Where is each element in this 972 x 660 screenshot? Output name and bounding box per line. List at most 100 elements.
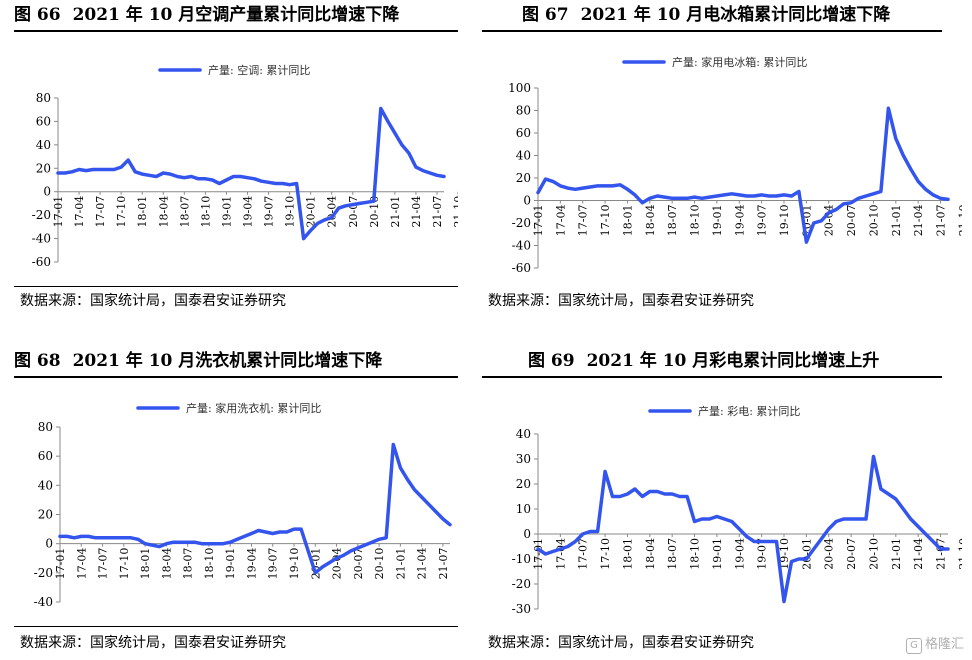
y-tick-label: 80 <box>36 91 51 105</box>
x-tick-label: 19-04 <box>733 538 746 570</box>
series-line <box>536 106 950 244</box>
x-tick-label: 19-04 <box>241 196 254 228</box>
x-tick-label: 21-01 <box>890 538 903 570</box>
series-line <box>536 454 950 604</box>
x-tick-label: 17-01 <box>52 196 65 228</box>
x-tick-label: 17-04 <box>75 548 88 580</box>
y-tick-label: 20 <box>36 161 51 175</box>
x-tick-label: 17-10 <box>115 196 128 228</box>
chart-title: 图 69 2021 年 10 月彩电累计同比增速上升 <box>482 346 942 378</box>
chart-title: 图 67 2021 年 10 月电冰箱累计同比增速下降 <box>482 0 942 32</box>
x-tick-label: 20-04 <box>823 538 836 570</box>
chart-panel-69: 图 69 2021 年 10 月彩电累计同比增速上升 -30 -20 -10 0 10 20… <box>482 346 962 660</box>
x-tick-label: 19-10 <box>778 205 791 237</box>
x-tick-label: 19-01 <box>711 538 724 570</box>
y-tick-label: 0 <box>45 537 53 551</box>
source-note: 数据来源：国家统计局，国泰君安证券研究 <box>20 293 286 309</box>
plot-area: -60 -40 -20 0 20 40 60 80 100 17-01 17-04 17-07 17-1… <box>482 36 962 286</box>
plot-area: -30 -20 -10 0 10 20 30 40 17-01 17-04 17-07 17-10 18… <box>482 382 962 626</box>
x-tick-label: 21-10 <box>957 204 962 236</box>
x-tick-label: 21-04 <box>912 538 925 570</box>
x-tick-label: 19-10 <box>778 538 791 570</box>
x-tick-label: 20-10 <box>867 205 880 237</box>
legend-label: 产量: 彩电: 累计同比 <box>698 404 800 418</box>
figure-title: 2021 年 10 月空调产量累计同比增速下降 <box>72 5 400 25</box>
x-tick-label: 18-07 <box>666 538 679 570</box>
source-note: 数据来源：国家统计局，国泰君安证券研究 <box>488 293 754 309</box>
x-tick-label: 18-01 <box>621 538 634 570</box>
x-tick-label: 18-07 <box>182 548 195 580</box>
y-tick-label: 30 <box>516 452 531 466</box>
x-tick-label: 21-04 <box>416 548 429 580</box>
chart-svg: -60 -40 -20 0 20 40 60 80 100 17-01 17-04 17-07 17-1… <box>508 55 962 275</box>
source-note: 数据来源：国家统计局，国泰君安证券研究 <box>20 635 286 651</box>
y-tick-label: 80 <box>38 420 53 434</box>
plot-area: -60 -40 -20 0 20 40 60 80 17-01 17-04 17-07 17-10 18… <box>14 36 458 287</box>
y-tick-label: -20 <box>512 216 531 230</box>
y-tick-label: 60 <box>38 449 53 463</box>
chart-panel-68: 图 68 2021 年 10 月洗衣机累计同比增速下降 -40 -20 0 20 40 60… <box>14 346 458 660</box>
x-tick-label: 19-07 <box>263 196 276 228</box>
y-tick-label: -40 <box>34 595 53 609</box>
x-tick-label: 19-01 <box>220 196 233 228</box>
x-tick-label: 18-10 <box>689 205 702 237</box>
y-tick-label: -60 <box>32 255 51 269</box>
x-tick-label: 21-07 <box>437 548 450 580</box>
x-tick-label: 20-07 <box>347 196 360 228</box>
series-line <box>58 442 452 575</box>
x-tick-label: 18-04 <box>644 205 657 237</box>
x-tick-label: 20-07 <box>845 538 858 570</box>
x-tick-label: 20-07 <box>845 205 858 237</box>
x-tick-label: 19-04 <box>733 205 746 237</box>
x-tick-label: 20-01 <box>800 538 813 570</box>
x-tick-label: 19-07 <box>756 538 769 570</box>
watermark-text: 格隆汇 <box>924 637 964 652</box>
x-tick-label: 19-01 <box>224 548 237 580</box>
y-tick-label: 60 <box>516 126 531 140</box>
y-tick-label: 0 <box>523 527 531 541</box>
y-tick-label: -20 <box>512 577 531 591</box>
x-tick-label: 21-07 <box>935 205 948 237</box>
x-tick-label: 18-10 <box>199 196 212 228</box>
y-tick-label: 40 <box>516 427 531 441</box>
figure-number: 图 66 <box>14 5 61 25</box>
legend-label: 产量: 家用电冰箱: 累计同比 <box>672 55 807 69</box>
plot-area: -40 -20 0 20 40 60 80 17-01 17-04 17-07 17-10 18-01… <box>14 382 458 627</box>
x-tick-label: 17-01 <box>54 548 67 580</box>
chart-svg: -60 -40 -20 0 20 40 60 80 17-01 17-04 17-07 17-10 18… <box>32 63 458 269</box>
x-tick-label: 21-01 <box>394 548 407 580</box>
chart-title: 图 68 2021 年 10 月洗衣机累计同比增速下降 <box>14 346 458 378</box>
x-tick-label: 19-10 <box>284 196 297 228</box>
x-tick-label: 19-04 <box>245 548 258 580</box>
x-tick-label: 21-04 <box>410 196 423 228</box>
x-tick-label: 17-07 <box>94 196 107 228</box>
y-tick-label: 80 <box>516 104 531 118</box>
x-tick-label: 18-04 <box>160 548 173 580</box>
x-tick-label: 17-01 <box>532 538 545 570</box>
x-tick-label: 17-07 <box>97 548 110 580</box>
x-tick-label: 21-04 <box>912 205 925 237</box>
x-tick-label: 18-04 <box>644 538 657 570</box>
y-tick-label: 20 <box>38 508 53 522</box>
x-tick-label: 21-10 <box>957 538 962 570</box>
x-tick-label: 19-07 <box>267 548 280 580</box>
x-tick-label: 20-10 <box>368 196 381 228</box>
chart-panel-66: 图 66 2021 年 10 月空调产量累计同比增速下降 -60 -40 -20 0 20… <box>14 0 458 318</box>
x-tick-label: 18-01 <box>621 205 634 237</box>
x-tick-label: 21-01 <box>389 196 402 228</box>
y-tick-label: 40 <box>38 478 53 492</box>
x-tick-label: 21-07 <box>431 196 444 228</box>
y-tick-label: 20 <box>516 477 531 491</box>
series-line <box>56 106 446 241</box>
chart-title: 图 66 2021 年 10 月空调产量累计同比增速下降 <box>14 0 458 32</box>
x-tick-label: 21-01 <box>890 205 903 237</box>
y-tick-label: 20 <box>516 171 531 185</box>
y-tick-label: -10 <box>512 552 531 566</box>
legend-label: 产量: 家用洗衣机: 累计同比 <box>186 401 321 415</box>
legend-label: 产量: 空调: 累计同比 <box>208 63 310 77</box>
x-tick-label: 18-10 <box>203 548 216 580</box>
y-tick-label: -40 <box>512 239 531 253</box>
y-tick-label: -60 <box>512 261 531 275</box>
chart-svg: -40 -20 0 20 40 60 80 17-01 17-04 17-07 17-10 18-01… <box>34 401 452 609</box>
source-note: 数据来源：国家统计局，国泰君安证券研究 <box>488 635 754 651</box>
